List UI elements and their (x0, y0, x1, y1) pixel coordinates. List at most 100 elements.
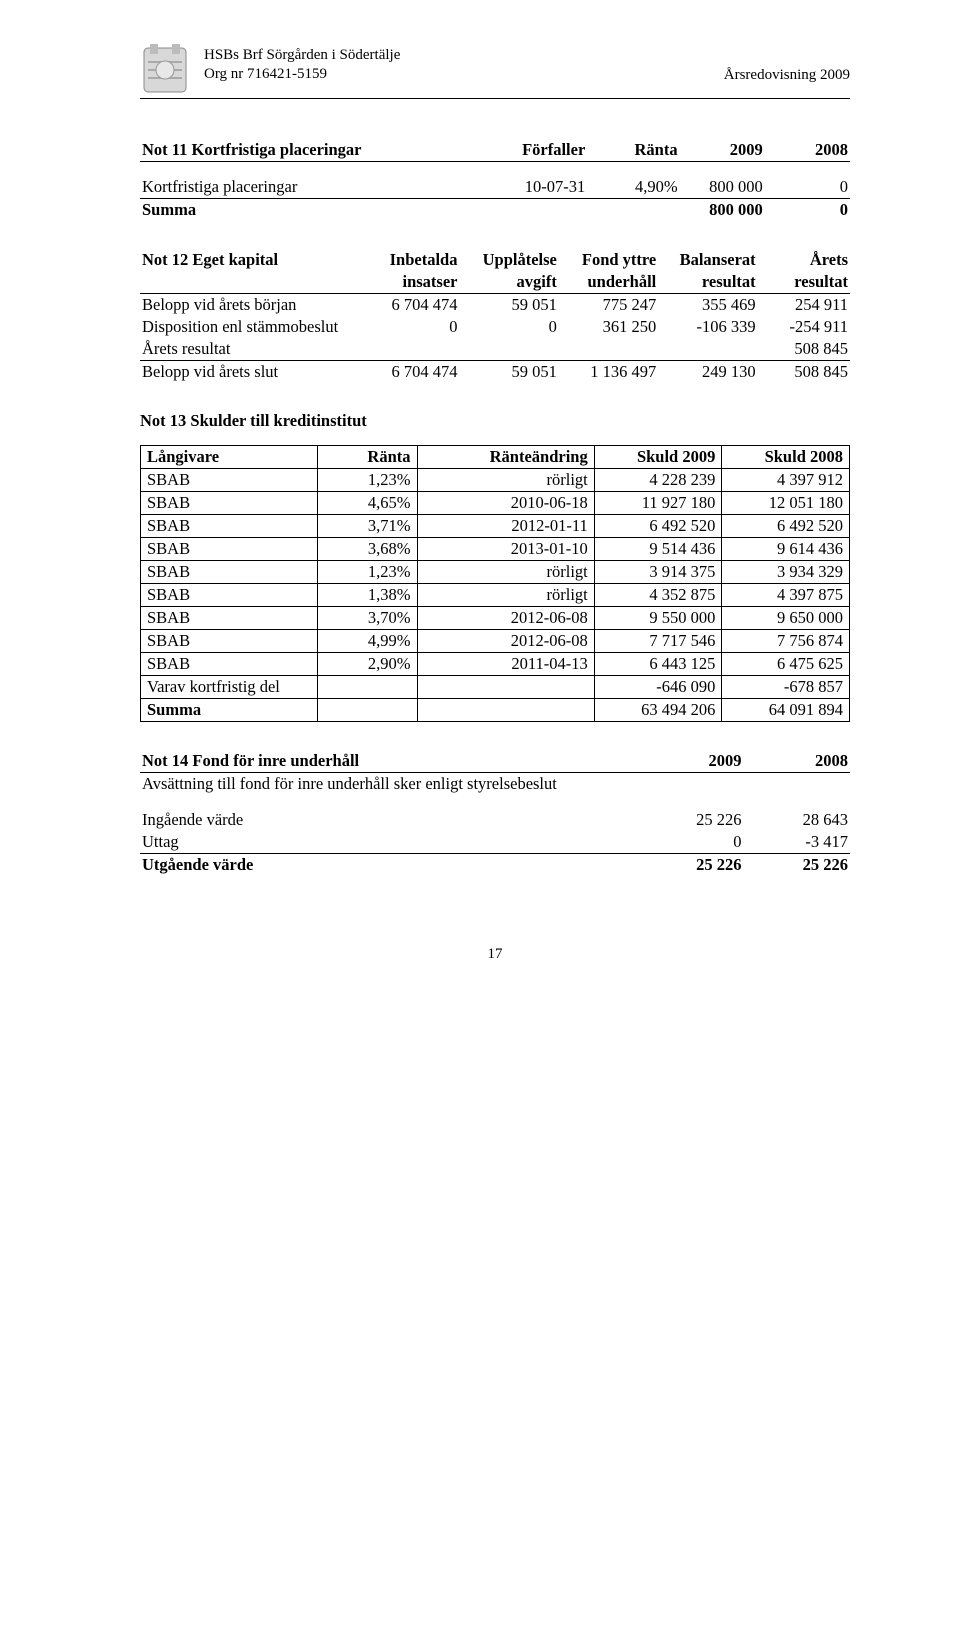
header-text: HSBs Brf Sörgården i Södertälje Org nr 7… (204, 40, 850, 84)
table-cell: 6 492 520 (722, 514, 850, 537)
table-cell: 12 051 180 (722, 491, 850, 514)
not12-table: Not 12 Eget kapital Inbetalda Upplåtelse… (140, 249, 850, 383)
page-header: HSBs Brf Sörgården i Södertälje Org nr 7… (140, 40, 850, 99)
table-cell: 9 514 436 (594, 537, 722, 560)
cell: 1 136 497 (559, 360, 658, 383)
not11-summa-label: Summa (140, 198, 488, 221)
not14-r2-label: Uttag (140, 831, 637, 854)
h-arets2: resultat (758, 271, 850, 294)
cell: -106 339 (658, 316, 757, 338)
table-cell: 4 228 239 (594, 468, 722, 491)
not11-table: Not 11 Kortfristiga placeringar Förfalle… (140, 139, 850, 221)
table-cell: 2012-06-08 (417, 629, 594, 652)
table-cell: 7 717 546 (594, 629, 722, 652)
not13-table: Långivare Ränta Ränteändring Skuld 2009 … (140, 445, 850, 722)
table-cell: 2010-06-18 (417, 491, 594, 514)
cell: 25 226 (744, 853, 851, 876)
not11-col-2008: 2008 (765, 139, 850, 162)
not13-title: Not 13 Skulder till kreditinstitut (140, 411, 850, 431)
h-langivare: Långivare (141, 445, 318, 468)
not11-col-ranta: Ränta (587, 139, 679, 162)
table-cell: 2011-04-13 (417, 652, 594, 675)
table-cell: 3 914 375 (594, 560, 722, 583)
cell: 63 494 206 (594, 698, 722, 721)
page: HSBs Brf Sörgården i Södertälje Org nr 7… (0, 0, 960, 1003)
h-bal2: resultat (658, 271, 757, 294)
h-upplatelse1: Upplåtelse (459, 249, 558, 271)
cell: 0 (637, 831, 744, 854)
table-cell: 9 614 436 (722, 537, 850, 560)
h-fond2: underhåll (559, 271, 658, 294)
table-cell: 7 756 874 (722, 629, 850, 652)
table-cell: 9 550 000 (594, 606, 722, 629)
table-cell: 2012-01-11 (417, 514, 594, 537)
not12-r3-label: Årets resultat (140, 338, 360, 361)
h-ranteandring: Ränteändring (417, 445, 594, 468)
h-ranta: Ränta (318, 445, 417, 468)
table-cell: SBAB (141, 606, 318, 629)
table-cell: 1,23% (318, 560, 417, 583)
table-cell: SBAB (141, 629, 318, 652)
not14-note: Avsättning till fond för inre underhåll … (140, 772, 637, 795)
cell: 6 704 474 (360, 360, 459, 383)
cell: 508 845 (758, 360, 850, 383)
cell: -254 911 (758, 316, 850, 338)
not11-row-ranta: 4,90% (587, 176, 679, 199)
h-arets1: Årets (758, 249, 850, 271)
h-skuld2008: Skuld 2008 (722, 445, 850, 468)
page-number: 17 (140, 946, 850, 963)
not11-col-2009: 2009 (680, 139, 765, 162)
table-cell: 2012-06-08 (417, 606, 594, 629)
h-inbetalda1: Inbetalda (360, 249, 459, 271)
table-cell: 3 934 329 (722, 560, 850, 583)
table-cell: 4 397 875 (722, 583, 850, 606)
table-cell: 4,65% (318, 491, 417, 514)
cell: 25 226 (637, 853, 744, 876)
table-cell: SBAB (141, 560, 318, 583)
table-cell: 4,99% (318, 629, 417, 652)
cell: 59 051 (459, 293, 558, 316)
not14-table: Not 14 Fond för inre underhåll 2009 2008… (140, 750, 850, 876)
not11-row-2008: 0 (765, 176, 850, 199)
header-right: Årsredovisning 2009 (724, 67, 850, 84)
table-cell: 3,70% (318, 606, 417, 629)
not12-r3-val: 508 845 (758, 338, 850, 361)
cell: -678 857 (722, 675, 850, 698)
not14-col-2009: 2009 (637, 750, 744, 773)
table-cell: 2013-01-10 (417, 537, 594, 560)
table-cell: 6 492 520 (594, 514, 722, 537)
table-cell: rörligt (417, 560, 594, 583)
table-cell: SBAB (141, 652, 318, 675)
table-cell: 1,23% (318, 468, 417, 491)
table-cell: rörligt (417, 583, 594, 606)
table-cell: 2,90% (318, 652, 417, 675)
org-nr: Org nr 716421-5159 (204, 65, 400, 84)
cell: 59 051 (459, 360, 558, 383)
h-skuld2009: Skuld 2009 (594, 445, 722, 468)
not11-row-2009: 800 000 (680, 176, 765, 199)
cell: 0 (360, 316, 459, 338)
not14-col-2008: 2008 (744, 750, 851, 773)
table-cell: SBAB (141, 468, 318, 491)
cell: 249 130 (658, 360, 757, 383)
cell: 6 704 474 (360, 293, 459, 316)
cell: 254 911 (758, 293, 850, 316)
not11-summa-2008: 0 (765, 198, 850, 221)
not12-r1-label: Belopp vid årets början (140, 293, 360, 316)
not12-r4-label: Belopp vid årets slut (140, 360, 360, 383)
logo-icon (140, 40, 190, 96)
h-inbetalda2: insatser (360, 271, 459, 294)
header-left: HSBs Brf Sörgården i Södertälje Org nr 7… (204, 46, 400, 84)
not11-title: Not 11 Kortfristiga placeringar (140, 139, 488, 162)
table-cell: SBAB (141, 514, 318, 537)
h-bal1: Balanserat (658, 249, 757, 271)
table-cell: 11 927 180 (594, 491, 722, 514)
not12-title: Not 12 Eget kapital (140, 249, 360, 271)
table-cell: 6 443 125 (594, 652, 722, 675)
cell: -3 417 (744, 831, 851, 854)
not11-col-forfaller: Förfaller (488, 139, 587, 162)
table-cell: 6 475 625 (722, 652, 850, 675)
table-cell: 1,38% (318, 583, 417, 606)
not14-r1-label: Ingående värde (140, 809, 637, 831)
h-fond1: Fond yttre (559, 249, 658, 271)
